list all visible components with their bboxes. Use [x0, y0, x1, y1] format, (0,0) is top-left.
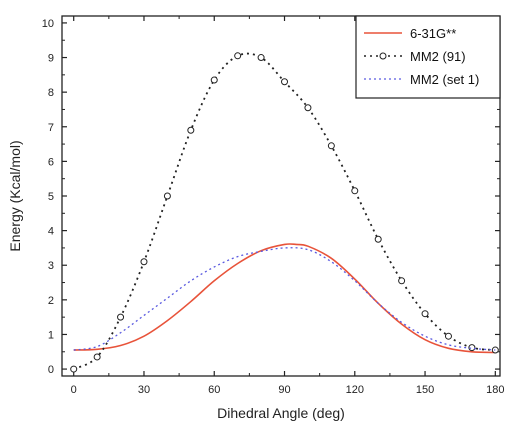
y-tick-label: 9: [48, 53, 54, 65]
x-tick-label: 150: [416, 384, 434, 396]
y-tick-label: 7: [48, 122, 54, 134]
legend-label: 6-31G**: [410, 26, 456, 41]
data-point: [305, 105, 311, 111]
x-tick-label: 90: [278, 384, 290, 396]
data-point: [282, 79, 288, 85]
series-2: [74, 248, 496, 350]
y-tick-label: 8: [48, 87, 54, 99]
y-tick-label: 2: [48, 295, 54, 307]
data-point: [258, 55, 264, 61]
series-line: [74, 54, 496, 370]
data-point: [422, 311, 428, 317]
data-point: [211, 77, 217, 83]
data-point: [352, 188, 358, 194]
x-tick-label: 120: [346, 384, 364, 396]
data-point: [445, 333, 451, 339]
data-point: [235, 53, 241, 59]
data-point: [188, 127, 194, 133]
data-point: [375, 236, 381, 242]
y-tick-label: 5: [48, 191, 54, 203]
legend-label: MM2 (set 1): [410, 72, 479, 87]
series-layer: [71, 53, 499, 372]
legend-marker: [380, 53, 386, 59]
x-tick-label: 180: [486, 384, 504, 396]
series-1: [71, 53, 499, 372]
data-point: [399, 278, 405, 284]
y-tick-label: 6: [48, 156, 54, 168]
y-tick-label: 10: [42, 18, 54, 30]
y-axis-title: Energy (Kcal/mol): [7, 140, 23, 251]
legend-label: MM2 (91): [410, 49, 466, 64]
series-0: [74, 244, 496, 353]
series-line: [74, 244, 496, 353]
data-point: [94, 354, 100, 360]
series-line: [74, 248, 496, 350]
legend: 6-31G** MM2 (91) MM2 (set 1): [356, 16, 500, 98]
y-tick-label: 3: [48, 260, 54, 272]
x-tick-label: 30: [138, 384, 150, 396]
y-tick-label: 4: [48, 226, 54, 238]
y-tick-label: 0: [48, 364, 54, 376]
x-tick-label: 0: [71, 384, 77, 396]
data-point: [118, 314, 124, 320]
data-point: [164, 193, 170, 199]
data-point: [71, 366, 77, 372]
data-point: [328, 143, 334, 149]
x-tick-label: 60: [208, 384, 220, 396]
x-axis-title: Dihedral Angle (deg): [217, 405, 345, 421]
y-tick-label: 1: [48, 329, 54, 341]
data-point: [141, 259, 147, 265]
